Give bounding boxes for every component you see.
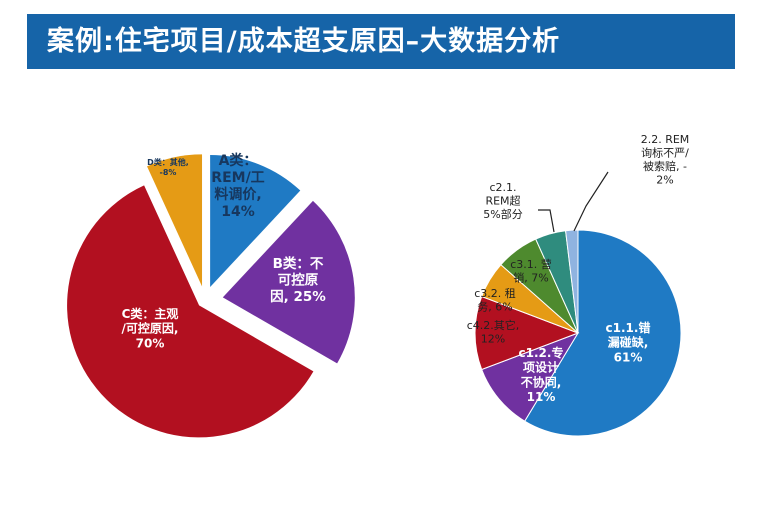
slice-label: A类： REM/工料调价, 14% bbox=[211, 152, 264, 220]
slice-label: 2.2. REM 询标不严/被索赔, -2% bbox=[641, 133, 690, 186]
pie-slice bbox=[524, 229, 682, 437]
slice-label-line: 5%部分 bbox=[483, 207, 522, 221]
title-bar: 案例:住宅项目/成本超支原因–大数据分析 bbox=[27, 14, 735, 69]
slice-label-line: 务, 6% bbox=[477, 300, 512, 313]
pie-slice bbox=[222, 200, 355, 364]
slice-label-line: c3.1. 营 bbox=[510, 257, 552, 271]
slice-label-line: B类：不 bbox=[273, 255, 324, 272]
pie-slice bbox=[147, 154, 203, 287]
slice-label: C类：主观/可控原因, 70% bbox=[122, 306, 179, 350]
pie-slice bbox=[565, 229, 579, 334]
slice-label-line: 被索赔, - bbox=[643, 159, 687, 173]
slice-label-line: /可控原因, bbox=[122, 321, 179, 336]
slice-label: B类：不可控原因, 25% bbox=[270, 255, 326, 305]
pie-slice bbox=[67, 185, 314, 438]
slice-label-line: 2% bbox=[656, 173, 673, 186]
slice-label-line: -8% bbox=[160, 168, 177, 177]
page-title: 案例:住宅项目/成本超支原因–大数据分析 bbox=[47, 26, 561, 57]
slice-label-line: c3.2. 租 bbox=[474, 287, 516, 300]
slice-label-line: 70% bbox=[136, 336, 165, 350]
pie-chart-2: c1.1.错漏碰缺, 61%c1.2.专项设计不协同, 11%c4.2.其它, 12%… bbox=[467, 133, 690, 437]
slice-label-line: C类：主观 bbox=[122, 306, 179, 321]
slice-label-line: c1.2.专 bbox=[519, 345, 564, 360]
slice-label-line: 料调价, bbox=[214, 186, 261, 203]
slice-label-line: 因, 25% bbox=[270, 289, 326, 305]
slice-label-line: 项设计 bbox=[523, 360, 559, 375]
slice-label-line: REM/工 bbox=[211, 170, 264, 186]
slice-label-line: 不协同, bbox=[521, 374, 562, 389]
slice-label: c3.1. 营销, 7% bbox=[510, 257, 552, 284]
slice-label-line: 11% bbox=[527, 390, 556, 404]
slice-label-line: 12% bbox=[481, 332, 505, 345]
slice-label-line: 14% bbox=[221, 204, 255, 220]
slice-label-line: c1.1.错 bbox=[606, 320, 651, 335]
slice-label-line: 61% bbox=[614, 350, 643, 364]
pie-slice bbox=[210, 154, 301, 287]
slice-label-line: 2.2. REM bbox=[641, 133, 690, 146]
pie-slice bbox=[474, 295, 580, 371]
slice-label: c3.2. 租务, 6% bbox=[474, 287, 516, 313]
slice-label-line: REM超 bbox=[485, 193, 520, 207]
pie-slice bbox=[481, 332, 580, 422]
pie-chart-1: A类： REM/工料调价, 14%B类：不可控原因, 25%C类：主观/可控原因, 7… bbox=[67, 152, 355, 438]
leader-line bbox=[538, 209, 555, 233]
slice-label-line: 可控原 bbox=[278, 271, 319, 288]
slice-label-line: D类：其他, bbox=[147, 157, 189, 167]
leader-line bbox=[573, 171, 609, 232]
slice-label-line: 漏碰缺, bbox=[608, 335, 649, 350]
slice-label-line: 销, 7% bbox=[513, 270, 548, 284]
slice-label: c2.1. REM超 5%部分 bbox=[483, 181, 522, 221]
slice-label: c4.2.其它, 12% bbox=[467, 318, 520, 345]
slice-label-line: A类： bbox=[219, 152, 258, 169]
slice-label-line: c2.1. bbox=[489, 181, 516, 194]
slice-label-line: c4.2.其它, bbox=[467, 318, 520, 332]
slice-label-line: 询标不严/ bbox=[641, 145, 689, 159]
slice-label: c1.1.错漏碰缺, 61% bbox=[606, 320, 651, 364]
slice-label: c1.2.专项设计不协同, 11% bbox=[519, 345, 564, 404]
slice-label: D类：其他, -8% bbox=[147, 157, 189, 177]
